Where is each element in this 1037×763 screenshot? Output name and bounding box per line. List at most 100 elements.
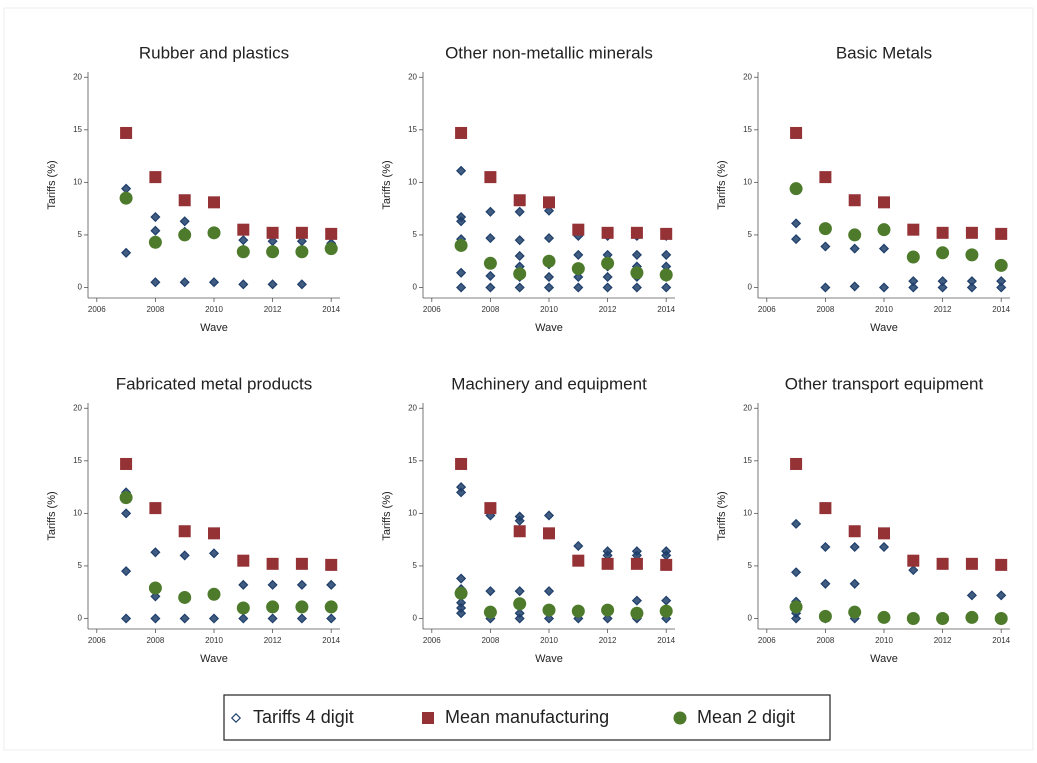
diamond-marker (543, 586, 555, 597)
circle-marker (601, 603, 615, 617)
y-tick-label: 15 (408, 456, 417, 465)
diamond-marker (179, 277, 190, 288)
circle-marker (119, 191, 133, 205)
square-marker (513, 525, 526, 538)
square-marker (848, 525, 861, 538)
y-tick-label: 20 (73, 72, 82, 81)
x-tick-label: 2008 (816, 636, 834, 645)
diamond-marker (456, 165, 467, 176)
diamond-marker (514, 250, 525, 262)
circle-marker (571, 262, 585, 276)
square-marker (660, 227, 673, 240)
legend-label: Mean 2 digit (697, 707, 795, 727)
y-tick-label: 5 (413, 230, 418, 239)
square-marker (237, 223, 250, 236)
square-marker (484, 502, 497, 515)
diamond-marker (456, 573, 467, 584)
circle-marker (324, 242, 338, 256)
y-tick-label: 0 (748, 614, 753, 623)
x-tick-label: 2014 (322, 305, 340, 314)
y-tick-label: 20 (408, 403, 417, 412)
circle-marker (965, 248, 979, 262)
y-tick-label: 5 (78, 561, 83, 570)
diamond-marker (908, 282, 919, 293)
diamond-marker (238, 613, 249, 624)
y-tick-label: 10 (743, 508, 752, 517)
diamond-marker (602, 271, 613, 283)
circle-marker (483, 256, 497, 270)
x-tick-label: 2010 (875, 305, 893, 314)
x-tick-label: 2006 (88, 305, 106, 314)
diamond-marker (573, 249, 584, 260)
circle-marker (148, 235, 162, 249)
diamond-marker (485, 206, 496, 217)
square-marker (790, 457, 803, 470)
diamond-marker (238, 235, 249, 246)
diamond-marker (514, 515, 525, 526)
square-marker (266, 226, 279, 239)
square-marker (819, 502, 832, 515)
circle-marker (178, 228, 192, 242)
circle-marker (513, 597, 527, 611)
square-marker (995, 558, 1008, 571)
diamond-marker (543, 510, 555, 521)
circle-marker (542, 603, 556, 617)
x-axis-label: Wave (200, 653, 228, 665)
square-marker (325, 558, 338, 571)
square-marker (995, 227, 1008, 240)
x-tick-label: 2014 (657, 636, 675, 645)
square-marker (455, 457, 468, 470)
diamond-marker (208, 613, 220, 624)
square-marker (630, 226, 643, 239)
square-marker (513, 194, 526, 207)
circle-marker (207, 226, 221, 240)
circle-marker (818, 609, 832, 623)
diamond-marker (485, 586, 496, 597)
diamond-marker (966, 590, 977, 601)
diamond-marker (208, 548, 220, 559)
diamond-marker (791, 567, 802, 578)
diamond-marker (485, 282, 496, 293)
y-tick-label: 0 (78, 283, 83, 292)
diamond-marker (791, 234, 802, 245)
diamond-marker (661, 249, 672, 260)
y-tick-label: 20 (73, 403, 82, 412)
legend-marker (230, 712, 242, 724)
y-tick-label: 15 (73, 456, 82, 465)
circle-marker (601, 256, 615, 270)
diamond-marker (937, 282, 948, 293)
circle-marker (630, 266, 644, 280)
legend-box (223, 694, 831, 741)
x-tick-label: 2008 (481, 305, 499, 314)
diamond-marker (179, 550, 190, 561)
x-tick-label: 2010 (205, 636, 223, 645)
diamond-marker (267, 613, 278, 624)
x-tick-label: 2008 (146, 636, 164, 645)
x-tick-label: 2012 (264, 305, 282, 314)
diamond-marker (791, 218, 802, 229)
square-marker (936, 557, 949, 570)
y-tick-label: 5 (748, 561, 753, 570)
circle-marker (513, 267, 527, 281)
diamond-marker (791, 518, 802, 529)
diamond-marker (602, 282, 613, 293)
x-axis-label: Wave (870, 653, 898, 665)
square-marker (907, 223, 920, 236)
diamond-marker (573, 271, 584, 283)
panel-title: Basic Metals (836, 43, 932, 62)
circle-marker (295, 245, 309, 259)
square-marker (484, 171, 497, 184)
diamond-marker (996, 590, 1007, 601)
diamond-marker (121, 566, 132, 577)
diamond-marker (150, 591, 161, 602)
y-tick-label: 20 (743, 403, 752, 412)
circle-marker (877, 223, 891, 237)
diamond-marker (456, 282, 467, 293)
square-marker (178, 194, 191, 207)
diamond-marker (456, 216, 467, 227)
circle-marker (789, 600, 803, 614)
legend-label: Tariffs 4 digit (253, 707, 354, 727)
y-tick-label: 5 (748, 230, 753, 239)
y-tick-label: 0 (413, 614, 418, 623)
